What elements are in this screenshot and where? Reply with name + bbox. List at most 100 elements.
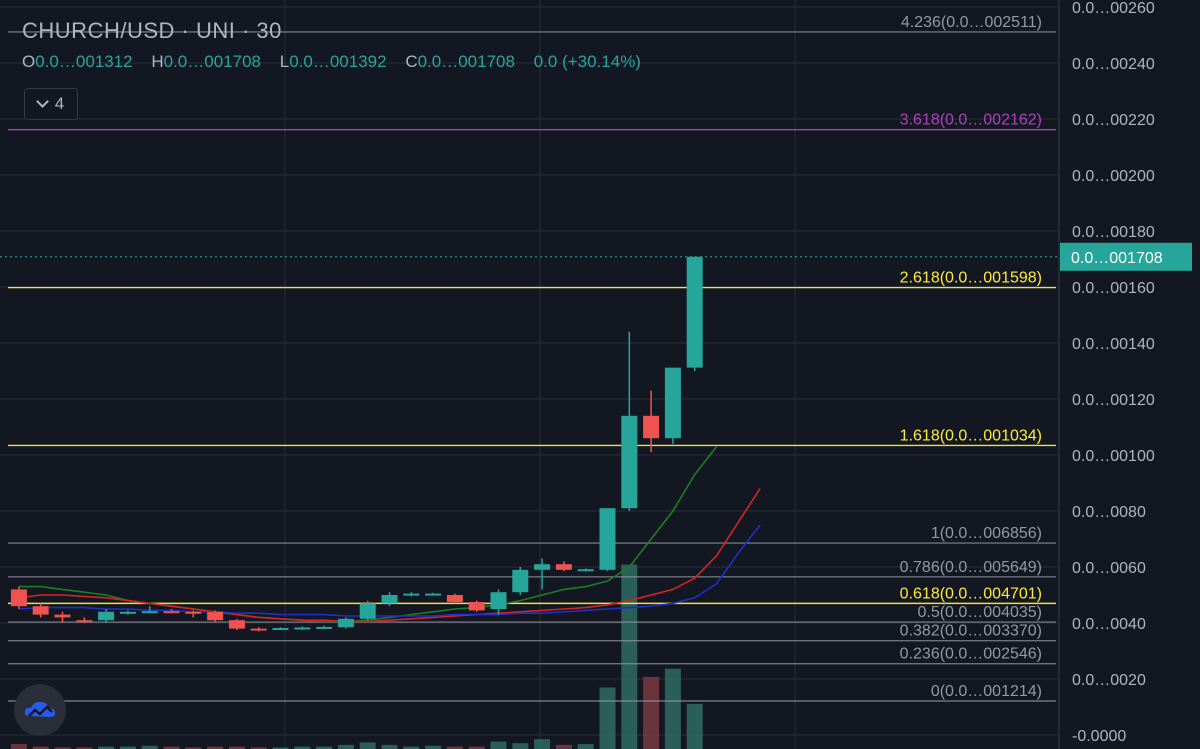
y-tick-label: 0.0…0040 [1072,616,1146,633]
candle-body [185,611,202,614]
fib-level-label: 0(0.0…001214) [931,683,1042,700]
candle-body [163,611,180,614]
fib-level-label: 0.236(0.0…002546) [900,646,1042,663]
volume-bar [316,746,333,749]
candle-body [555,564,572,570]
y-tick-label: 0.0…00100 [1072,448,1155,465]
fib-level-label: 1.618(0.0…001034) [900,427,1042,444]
candle-body [141,611,158,614]
fib-level-label: 0.786(0.0…005649) [900,559,1042,576]
chart-legend: CHURCH/USD · UNI · 30 O0.0…001312 H0.0…0… [22,18,655,72]
volume-bar [250,747,267,749]
candle-body [664,367,681,439]
candle-body [512,569,529,593]
volume-bar [54,747,71,749]
fib-level-label: 0.382(0.0…003370) [900,623,1042,640]
fib-level-label: 3.618(0.0…002162) [900,112,1042,129]
volume-bar [32,746,49,749]
fib-level-label: 0.618(0.0…004701) [900,585,1042,602]
close-label: C [405,52,418,71]
candle-body [446,595,463,602]
volume-bar [207,746,224,749]
candle-body [359,603,376,619]
volume-bar [381,744,398,749]
fib-level-label: 4.236(0.0…002511) [901,14,1042,31]
y-tick-label: 0.0…00220 [1072,112,1155,129]
candle-body [381,595,398,604]
candle-body [621,415,638,509]
chevron-down-icon [35,95,49,108]
y-tick-label: 0.0…00260 [1072,0,1155,17]
candle-body [119,611,136,614]
candle-body [403,593,420,596]
low-label: L [279,52,290,71]
volume-bar [490,741,507,749]
y-tick-label: 0.0…00180 [1072,224,1155,241]
candle-body [490,592,507,609]
candle-body [468,602,485,611]
candle-body [32,606,49,615]
high-value: 0.0…001708 [163,52,261,71]
high-label: H [151,52,164,71]
candle-body [54,614,71,618]
y-tick-label: -0.0000 [1072,728,1126,745]
volume-bar [294,746,311,749]
candle-body [534,564,551,570]
volume-bar [228,746,245,749]
volume-bar [98,746,115,749]
y-tick-label: 0.0…00140 [1072,336,1155,353]
candle-body [76,620,93,623]
tradingview-cloud-icon[interactable] [14,684,66,736]
low-value: 0.0…001392 [289,52,387,71]
fib-level-label: 2.618(0.0…001598) [900,270,1042,287]
fib-level-label: 0.5(0.0…004035) [917,604,1042,621]
volume-bar [359,742,376,749]
candle-body [207,611,224,621]
candle-body [98,611,115,621]
last-price-label: 0.0…001708 [1071,250,1163,267]
candle-body [294,627,311,630]
volume-bar [446,746,463,749]
candle-body [643,415,660,439]
y-tick-label: 0.0…00120 [1072,392,1155,409]
volume-bar [534,739,551,749]
volume-bar [10,744,27,749]
y-tick-label: 0.0…0080 [1072,504,1146,521]
fib-level-label: 1(0.0…006856) [931,525,1042,542]
y-tick-label: 0.0…00240 [1072,56,1155,73]
candle-body [228,620,245,629]
volume-bar [337,744,354,749]
last-price-tag [1060,242,1192,271]
symbol-title: CHURCH/USD · UNI · 30 [22,18,282,43]
indicators-toggle-button[interactable]: 4 [24,88,78,120]
y-tick-label: 0.0…00160 [1072,280,1155,297]
y-tick-label: 0.0…0060 [1072,560,1146,577]
candle-body [337,618,354,628]
volume-bar [272,747,289,749]
indicator-count: 4 [54,94,65,113]
candle-body [250,628,267,631]
y-tick-label: 0.0…00200 [1072,168,1155,185]
volume-bar [577,744,594,749]
candle-body [686,256,703,368]
candle-body [599,508,616,570]
moving-average-line [18,524,761,617]
volume-bar [425,745,442,749]
volume-bar [163,746,180,749]
volume-bar [599,687,616,749]
volume-bar [141,745,158,749]
volume-bar [119,746,136,749]
candle-body [272,628,289,631]
y-tick-label: 0.0…0020 [1072,672,1146,689]
open-value: 0.0…001312 [35,52,133,71]
ohlc-values: O0.0…001312 H0.0…001708 L0.0…001392 C0.0… [22,52,655,72]
volume-bar [403,746,420,749]
candle-body [10,589,27,607]
volume-bar [621,564,638,749]
volume-bar [468,746,485,749]
volume-bar [686,703,703,749]
volume-bar [664,668,681,749]
open-label: O [22,52,36,71]
